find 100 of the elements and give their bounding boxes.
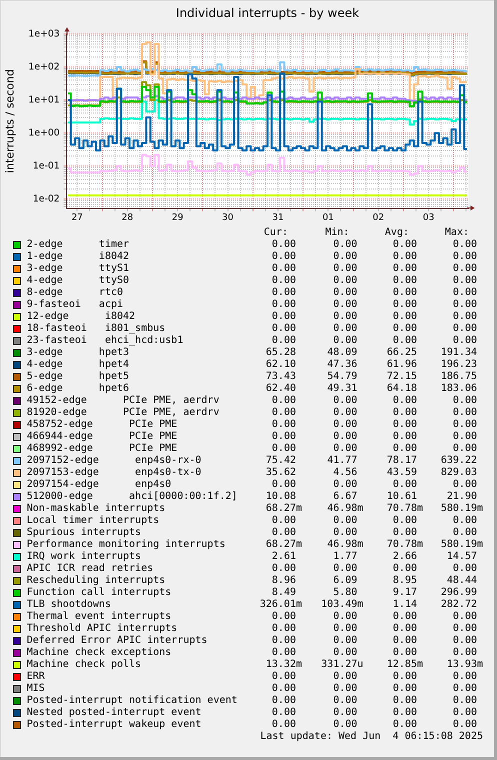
- legend-label: APIC ICR read retries: [26, 562, 154, 575]
- text: 282.72: [440, 598, 477, 611]
- text: 0.00: [333, 442, 358, 455]
- x-tick-label: 01: [322, 213, 334, 224]
- text: 0.00: [272, 298, 296, 311]
- legend-label: 81920-edge PCIe PME, aerdrv: [26, 406, 220, 419]
- text: 2.66: [392, 550, 417, 563]
- text: 0.00: [392, 670, 417, 683]
- text: 0.00: [392, 622, 417, 635]
- text: 46.98m: [327, 538, 364, 551]
- text: 0.00: [392, 250, 417, 263]
- text: 0.00: [333, 286, 358, 299]
- x-tick-label: 03: [422, 213, 434, 224]
- text: 0.00: [452, 646, 477, 659]
- text: 1.14: [392, 598, 417, 611]
- legend-label: 3-edge ttyS1: [26, 262, 130, 275]
- text: 0.00: [333, 274, 358, 287]
- legend-label: Posted-interrupt notification event: [26, 694, 238, 707]
- text: 10.08: [266, 490, 296, 503]
- text: 6.67: [333, 490, 358, 503]
- text: 0.00: [272, 442, 296, 455]
- text: 62.40: [266, 382, 296, 395]
- text: 0.00: [333, 430, 358, 443]
- text: 0.00: [452, 274, 477, 287]
- text: 0.00: [272, 394, 296, 407]
- legend-label: Rescheduling interrupts: [26, 574, 166, 587]
- text: 0.00: [272, 694, 296, 707]
- text: 21.90: [446, 490, 477, 503]
- text: 1.77: [333, 550, 358, 563]
- text: 0.00: [392, 442, 417, 455]
- text: 0.00: [392, 526, 417, 539]
- text: 0.00: [272, 706, 296, 719]
- text: 296.99: [440, 586, 477, 599]
- text: 13.32m: [266, 658, 302, 671]
- text: 0.00: [392, 322, 417, 335]
- text: 0.00: [452, 430, 477, 443]
- text: 191.34: [440, 346, 477, 359]
- text: 0.00: [272, 526, 296, 539]
- text: 0.00: [333, 634, 358, 647]
- text: 0.00: [272, 634, 296, 647]
- legend-label: Machine check polls: [26, 658, 142, 671]
- text: 49.31: [327, 382, 358, 395]
- text: 0.00: [272, 718, 296, 731]
- text: 0.00: [452, 682, 477, 695]
- text: 0.00: [392, 478, 417, 491]
- legend-label: Nested posted-interrupt event: [26, 706, 202, 719]
- text: 0.00: [272, 334, 296, 347]
- text: 0.00: [333, 478, 358, 491]
- legend-label: MIS: [26, 682, 45, 695]
- text: 35.62: [266, 466, 296, 479]
- text: 580.19m: [440, 538, 483, 551]
- text: 0.00: [333, 322, 358, 335]
- legend-label: 18-fasteoi i801_smbus: [26, 322, 166, 335]
- legend-label: Deferred Error APIC interrupts: [26, 634, 208, 647]
- text: 0.00: [333, 526, 358, 539]
- text: 10.61: [386, 490, 417, 503]
- legend-label: 23-fasteoi ehci_hcd:usb1: [26, 334, 184, 347]
- text: 0.00: [392, 514, 417, 527]
- text: 0.00: [333, 562, 358, 575]
- text: 326.01m: [260, 598, 302, 611]
- legend-label: 4-edge ttyS0: [26, 274, 130, 287]
- text: 0.00: [272, 238, 296, 251]
- text: 0.00: [272, 418, 296, 431]
- text: Avg:: [384, 226, 409, 239]
- legend-label: Performance monitoring interrupts: [26, 538, 226, 551]
- text: 0.00: [333, 718, 358, 731]
- text: 0.00: [333, 682, 358, 695]
- text: 70.78m: [386, 502, 423, 515]
- legend-label: 466944-edge PCIe PME: [26, 430, 178, 443]
- text: 580.19m: [440, 502, 483, 515]
- text: 0.00: [392, 418, 417, 431]
- text: 183.06: [440, 382, 477, 395]
- text: 0.00: [452, 406, 477, 419]
- legend-label: Posted-interrupt wakeup event: [26, 718, 202, 731]
- text: 0.00: [452, 706, 477, 719]
- y-tick-label: 1e-01: [32, 160, 60, 172]
- legend-label: Local timer interrupts: [26, 514, 160, 527]
- text: 0.00: [392, 430, 417, 443]
- text: 0.00: [272, 274, 296, 287]
- text: 0.00: [272, 310, 296, 323]
- text: 75.42: [266, 454, 296, 467]
- text: 103.49m: [321, 598, 364, 611]
- legend-label: IRQ work interrupts: [26, 550, 142, 563]
- legend-label: 3-edge hpet3: [26, 346, 130, 359]
- text: 13.93m: [446, 658, 483, 671]
- x-tick-label: 28: [122, 213, 134, 224]
- text: 0.00: [272, 622, 296, 635]
- text: 0.00: [272, 406, 296, 419]
- text: 0.00: [392, 394, 417, 407]
- text: 54.79: [327, 370, 358, 383]
- legend-label: Threshold APIC interrupts: [26, 622, 178, 635]
- text: 0.00: [333, 694, 358, 707]
- text: 48.44: [446, 574, 477, 587]
- text: 0.00: [452, 262, 477, 275]
- text: 47.36: [327, 358, 358, 371]
- text: 0.00: [452, 694, 477, 707]
- text: 0.00: [452, 298, 477, 311]
- text: 72.15: [386, 370, 417, 383]
- text: 14.57: [446, 550, 477, 563]
- y-tick-label: 1e+03: [28, 28, 60, 40]
